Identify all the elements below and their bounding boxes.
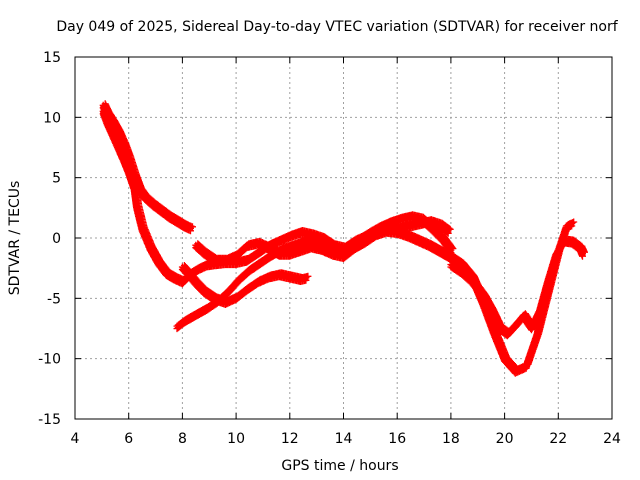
y-tick-label: 0 bbox=[52, 231, 61, 247]
series-track-3 bbox=[173, 211, 457, 333]
y-tick-label: -15 bbox=[38, 412, 61, 428]
x-tick-label: 12 bbox=[281, 431, 299, 447]
y-tick-label: -10 bbox=[38, 352, 61, 368]
y-tick-label: 15 bbox=[43, 50, 61, 66]
x-tick-label: 16 bbox=[388, 431, 406, 447]
series-track-4 bbox=[178, 262, 312, 308]
data-point-markers bbox=[178, 262, 312, 308]
x-tick-label: 24 bbox=[603, 431, 621, 447]
chart-title: Day 049 of 2025, Sidereal Day-to-day VTE… bbox=[56, 19, 618, 35]
x-tick-label: 8 bbox=[178, 431, 187, 447]
y-tick-label: 5 bbox=[52, 171, 61, 187]
x-tick-label: 22 bbox=[549, 431, 567, 447]
x-tick-label: 4 bbox=[71, 431, 80, 447]
x-axis-label: GPS time / hours bbox=[281, 458, 398, 474]
y-tick-label: -5 bbox=[47, 291, 61, 307]
data-point-markers bbox=[173, 211, 457, 333]
x-tick-label: 14 bbox=[335, 431, 353, 447]
data-point-markers bbox=[192, 218, 578, 377]
x-tick-label: 6 bbox=[124, 431, 133, 447]
series-track-5 bbox=[192, 218, 578, 377]
series-track-1 bbox=[99, 100, 196, 235]
x-tick-label: 10 bbox=[227, 431, 245, 447]
data-point-markers bbox=[99, 100, 196, 235]
y-tick-label: 10 bbox=[43, 110, 61, 126]
data-point-markers bbox=[99, 106, 454, 288]
series-track-6 bbox=[447, 235, 588, 340]
x-tick-label: 18 bbox=[442, 431, 460, 447]
series-track-2 bbox=[99, 106, 454, 288]
data-point-markers bbox=[447, 235, 588, 340]
x-tick-label: 20 bbox=[496, 431, 514, 447]
y-axis-label: SDTVAR / TECUs bbox=[7, 181, 23, 296]
data-markers bbox=[99, 100, 588, 377]
axis-ticks: 4 6 8 10 12 14 16 18 20 22 24 15 10 5 0 -5 -10 -15 bbox=[38, 50, 621, 447]
